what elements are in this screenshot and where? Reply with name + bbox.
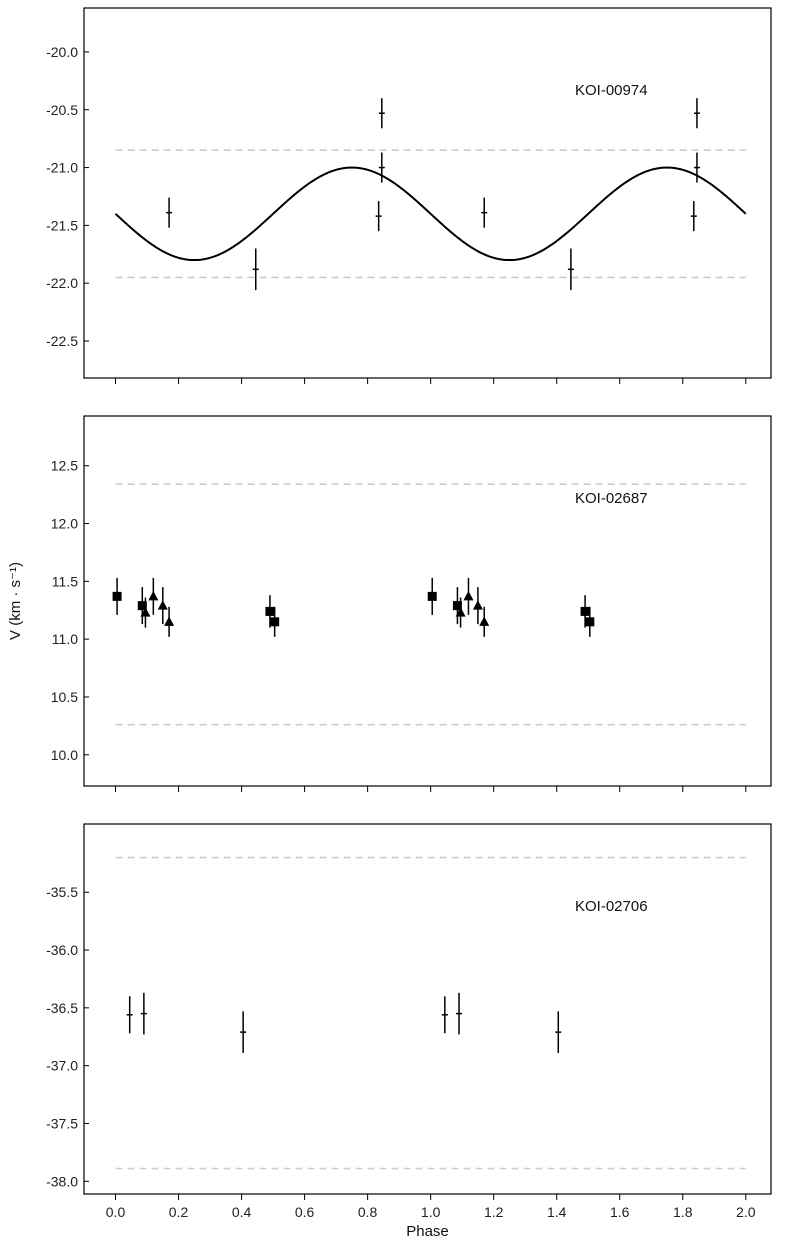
y-tick-label: -38.0 <box>46 1173 78 1189</box>
axes-frame <box>83 7 772 379</box>
point-marker <box>479 616 490 626</box>
point-marker <box>137 601 147 611</box>
data-point <box>580 595 590 628</box>
series-square <box>112 577 595 637</box>
panel-1: -20.0 -20.5 -21.0 -21.5 -22.0 -22.5 KOI-00974 <box>46 7 772 384</box>
data-point <box>126 996 133 1034</box>
x-tick-label: 0.8 <box>358 1204 378 1220</box>
data-point <box>270 606 280 637</box>
x-tick-label: 0.2 <box>169 1204 189 1220</box>
x-tick-label: 1.6 <box>610 1204 630 1220</box>
y-tick-label: -20.5 <box>46 102 78 118</box>
point-marker <box>452 601 462 611</box>
data-point <box>555 1011 562 1053</box>
x-tick-label: 0.6 <box>295 1204 315 1220</box>
point-marker <box>157 600 168 610</box>
data-point <box>427 577 437 615</box>
point-marker <box>463 590 474 601</box>
data-point <box>463 577 474 615</box>
point-marker <box>472 600 483 610</box>
data-point <box>693 98 700 129</box>
y-tick-label: 11.5 <box>52 573 78 589</box>
y-tick-label: 10.0 <box>51 747 78 763</box>
axes-frame <box>83 415 772 787</box>
data-point <box>441 996 448 1034</box>
data-point <box>140 992 147 1035</box>
data-point <box>378 152 385 183</box>
data-point <box>140 597 151 628</box>
data-point <box>479 606 490 637</box>
y-tick-label: 12.0 <box>51 516 78 532</box>
data-point <box>112 577 122 615</box>
data-point <box>455 597 466 628</box>
data-point <box>472 587 483 625</box>
x-tick-label: 2.0 <box>736 1204 756 1220</box>
x-tick-label: 1.2 <box>484 1204 504 1220</box>
data-point <box>164 606 175 637</box>
y-tick-label: -22.5 <box>46 333 78 349</box>
x-axis-title: Phase <box>406 1223 449 1240</box>
y-tick-label: -21.5 <box>46 217 78 233</box>
x-tick-label: 1.8 <box>673 1204 693 1220</box>
data-point <box>148 577 159 615</box>
point-marker <box>585 617 595 627</box>
data-point <box>378 98 385 129</box>
y-tick-label: 11.0 <box>52 631 78 647</box>
y-tick-label: -21.0 <box>46 160 78 176</box>
data-point <box>585 606 595 637</box>
y-tick-label: 10.5 <box>51 689 78 705</box>
data-point <box>265 595 275 628</box>
series-cross <box>126 992 562 1053</box>
x-tick-label: 1.0 <box>421 1204 441 1220</box>
axes-frame <box>83 823 772 1195</box>
y-axis-title: V (km · s⁻¹) <box>7 562 24 640</box>
data-point <box>693 152 700 183</box>
y-tick-label: -36.0 <box>46 942 78 958</box>
data-point <box>452 587 462 625</box>
point-marker <box>148 590 159 601</box>
data-point <box>481 197 488 228</box>
series-cross <box>166 98 700 291</box>
y-tick-label: -37.0 <box>46 1058 78 1074</box>
point-marker <box>265 606 275 616</box>
x-tick-label: 1.4 <box>547 1204 567 1220</box>
model-curve <box>114 166 747 262</box>
point-marker <box>270 617 280 627</box>
point-marker <box>140 607 151 617</box>
y-tick-label: -22.0 <box>46 275 78 291</box>
data-point <box>166 197 173 228</box>
panel-2: 10.0 10.5 11.0 11.5 12.0 12.5 KOI-02687 <box>51 415 772 792</box>
y-tick-label: -36.5 <box>46 1000 78 1016</box>
data-point <box>240 1011 247 1053</box>
data-point <box>567 248 574 291</box>
point-marker <box>580 606 590 616</box>
data-point <box>456 992 463 1035</box>
point-marker <box>164 616 175 626</box>
point-marker <box>427 591 437 601</box>
x-tick-label: 0.0 <box>106 1204 126 1220</box>
panel-label: KOI-00974 <box>575 82 648 99</box>
point-marker <box>112 591 122 601</box>
data-point <box>252 248 259 291</box>
y-tick-label: -37.5 <box>46 1115 78 1131</box>
data-point <box>137 587 147 625</box>
y-tick-label: 12.5 <box>51 458 78 474</box>
panel-label: KOI-02687 <box>575 490 648 507</box>
data-point <box>375 201 382 232</box>
x-tick-label: 0.4 <box>232 1204 252 1220</box>
y-tick-label: -35.5 <box>46 884 78 900</box>
panel-3: -35.5 -36.0 -36.5 -37.0 -37.5 -38.0 0.0 0.2 0.4 0… <box>46 823 772 1220</box>
data-point <box>690 201 697 232</box>
panel-label: KOI-02706 <box>575 898 648 915</box>
series-triangle <box>140 577 490 637</box>
data-point <box>157 587 168 625</box>
y-tick-label: -20.0 <box>46 44 78 60</box>
point-marker <box>455 607 466 617</box>
